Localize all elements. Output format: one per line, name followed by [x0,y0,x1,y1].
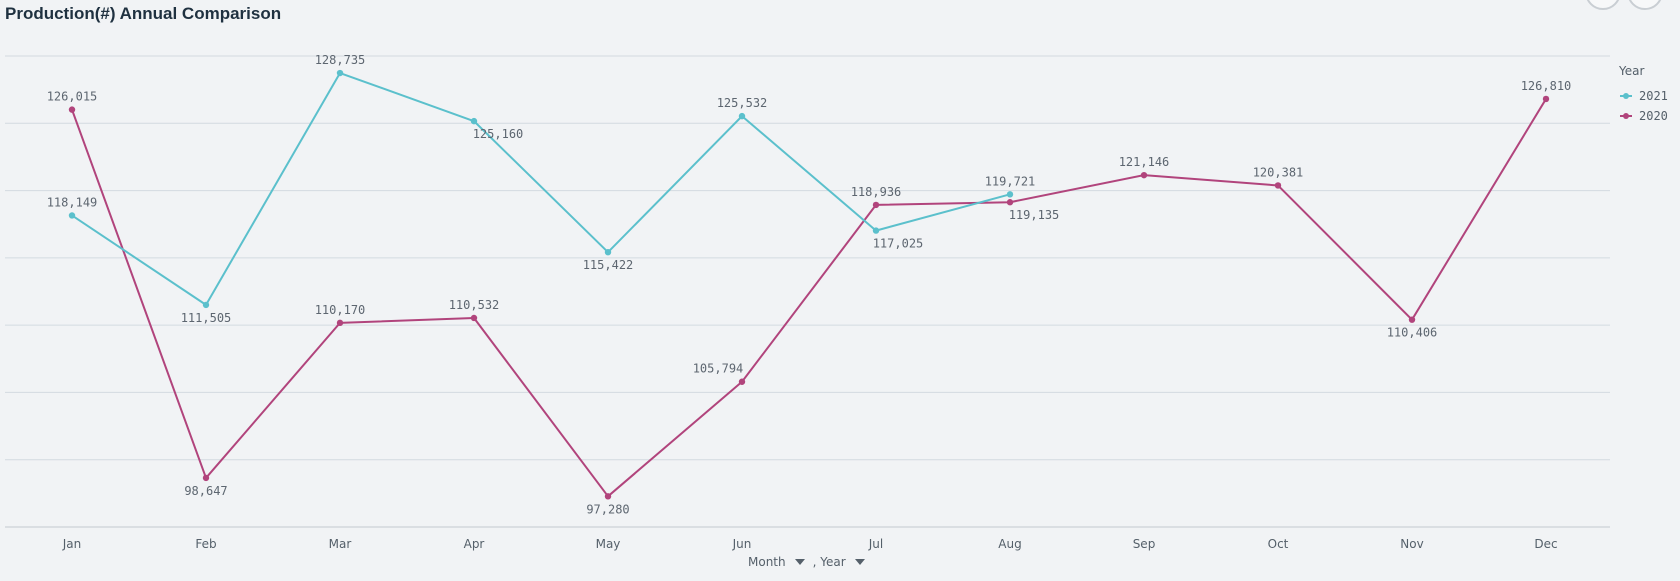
data-point-2020[interactable] [202,474,210,482]
data-point-2020[interactable] [1006,199,1014,206]
data-point-2020[interactable] [872,201,880,209]
legend-title: Year [1618,64,1644,78]
data-label-2020: 118,936 [851,185,902,199]
legend-swatch-dot [1623,93,1629,99]
data-label-2020: 110,406 [1387,326,1438,340]
data-label-2020: 119,135 [1009,208,1060,222]
data-label-2020: 97,280 [586,502,629,516]
data-label-2021: 115,422 [583,258,634,272]
data-label-2021: 128,735 [315,53,366,67]
x-tick-label: Jun [732,537,752,551]
data-points [68,69,1550,500]
data-point-2020[interactable] [738,378,746,385]
month-dimension-dropdown[interactable]: Month [748,555,813,569]
data-label-2021: 125,160 [473,127,524,141]
data-point-2020[interactable] [1542,95,1550,103]
legend-item-2020[interactable]: 2020 [1639,109,1668,123]
x-axis-ticks: Jan Feb Mar Apr May Jun Jul Aug Sep Oct Nov Dec [62,537,1558,551]
data-label-2020: 126,810 [1521,79,1572,93]
data-point-2020[interactable] [68,106,76,113]
data-label-2020: 105,794 [693,362,744,376]
data-label-2020: 121,146 [1119,155,1170,169]
data-point-2021[interactable] [1006,191,1014,198]
data-point-2020[interactable] [336,319,344,327]
legend-swatch-dot [1623,113,1629,119]
data-labels: 126,015 98,647 110,170 110,532 97,280 105,794… [47,53,1572,516]
x-tick-label: Apr [464,537,485,551]
data-label-2021: 125,532 [717,96,768,110]
data-label-2020: 98,647 [184,484,227,498]
x-tick-label: Jan [62,537,82,551]
data-label-2020: 110,532 [449,298,500,312]
x-tick-label: Sep [1133,537,1156,551]
data-label-2020: 110,170 [315,303,366,317]
data-point-2020[interactable] [1140,171,1148,179]
dimension-selector: Month , Year [748,554,873,570]
year-dimension-dropdown[interactable]: , Year [813,555,873,569]
series-line-2021[interactable] [71,72,1011,306]
data-point-2021[interactable] [68,212,76,219]
month-dimension-label: Month [748,555,786,569]
x-tick-label: Mar [329,537,352,551]
data-point-2020[interactable] [604,493,612,500]
x-tick-label: Aug [998,537,1021,551]
data-point-2020[interactable] [1408,316,1416,323]
data-point-2020[interactable] [1274,182,1282,189]
chart-title: Production(#) Annual Comparison [5,4,282,23]
data-point-2021[interactable] [202,301,210,309]
data-label-2020: 126,015 [47,90,98,104]
data-label-2021: 118,149 [47,195,98,209]
x-tick-label: Dec [1534,537,1557,551]
chevron-down-icon [854,559,865,565]
gridlines [5,55,1610,528]
data-label-2021: 111,505 [181,311,232,325]
legend-item-2021[interactable]: 2021 [1639,89,1668,103]
series-lines [71,72,1547,498]
x-tick-label: Oct [1268,537,1289,551]
year-dimension-label: , Year [812,555,846,569]
data-point-2021[interactable] [336,69,344,77]
data-point-2021[interactable] [470,117,478,125]
data-label-2021: 119,721 [985,174,1036,188]
data-point-2021[interactable] [604,248,612,256]
x-tick-label: Feb [195,537,216,551]
chevron-down-icon [794,559,805,565]
data-point-2021[interactable] [872,227,880,234]
x-tick-label: Jul [868,537,883,551]
legend: Year 2021 2020 [1618,64,1668,123]
data-point-2021[interactable] [738,112,746,120]
series-line-2020[interactable] [71,98,1547,498]
data-label-2020: 120,381 [1253,165,1304,179]
data-label-2021: 117,025 [873,237,924,251]
x-tick-label: Nov [1400,537,1423,551]
x-tick-label: May [596,537,621,551]
data-point-2020[interactable] [470,314,478,322]
